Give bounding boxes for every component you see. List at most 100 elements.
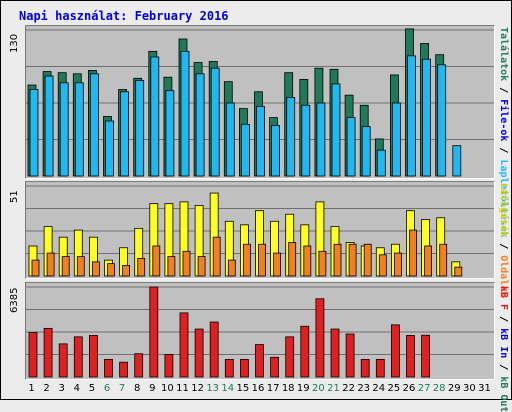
hits-files-bar-1-day-17 bbox=[271, 125, 281, 177]
pages-visits-bar-1-day-27 bbox=[424, 245, 433, 277]
pages-visits-bar-1-day-9 bbox=[152, 245, 161, 277]
x-tick-day-31: 31 bbox=[478, 383, 491, 394]
hits-files-bar-1-day-11 bbox=[180, 50, 190, 177]
x-tick-day-14: 14 bbox=[221, 383, 235, 394]
hits-files-bar-1-day-4 bbox=[74, 82, 84, 177]
x-tick-day-25: 25 bbox=[387, 383, 401, 394]
x-tick-day-20: 20 bbox=[312, 383, 325, 394]
hits-files-bar-1-day-20 bbox=[316, 102, 326, 177]
x-tick-day-5: 5 bbox=[88, 383, 96, 394]
kb-bar-0-day-5 bbox=[89, 335, 98, 378]
x-tick-day-11: 11 bbox=[176, 383, 189, 394]
pages-visits-bar-1-day-14 bbox=[227, 259, 236, 277]
hits-files-bar-1-day-15 bbox=[240, 123, 250, 177]
pages-visits-bar-1-day-17 bbox=[273, 252, 282, 277]
pages-visits-bar-1-day-7 bbox=[122, 265, 130, 277]
kb-bar-0-day-25 bbox=[390, 324, 400, 378]
hits-files-panel bbox=[25, 25, 495, 179]
kb-bar-0-day-19 bbox=[300, 325, 310, 378]
pages-visits-bar-1-day-3 bbox=[61, 256, 70, 277]
hits-files-bar-1-day-16 bbox=[256, 105, 265, 177]
x-tick-day-22: 22 bbox=[342, 383, 355, 394]
pages-visits-bar-1-day-25 bbox=[393, 252, 402, 277]
legend-kb: kB F / kB In / kB Out bbox=[498, 286, 509, 412]
y-max-label-pages: 51 bbox=[9, 190, 20, 203]
hits-files-bar-1-day-10 bbox=[165, 90, 175, 177]
kb-bar-0-day-15 bbox=[239, 358, 249, 378]
x-tick-day-28: 28 bbox=[432, 383, 446, 394]
pages-visits-panel bbox=[25, 181, 495, 279]
hits-files-bar-1-day-21 bbox=[331, 83, 341, 177]
pages-visits-bar-1-day-18 bbox=[288, 242, 297, 277]
x-tick-day-19: 19 bbox=[296, 383, 310, 394]
kb-bar-0-day-16 bbox=[255, 344, 264, 378]
legend-part-1: / bbox=[498, 237, 509, 256]
pages-visits-bar-1-day-5 bbox=[92, 261, 100, 277]
pages-visits-bar-1-day-16 bbox=[258, 243, 266, 277]
pages-visits-bar-1-day-12 bbox=[197, 256, 206, 277]
hits-files-bar-1-day-28 bbox=[437, 64, 447, 177]
pages-visits-bar-1-day-1 bbox=[31, 259, 40, 277]
pages-visits-bar-1-day-15 bbox=[242, 243, 251, 277]
legend-part-3: / bbox=[498, 358, 509, 377]
x-tick-day-3: 3 bbox=[58, 383, 65, 394]
x-tick-day-10: 10 bbox=[161, 383, 174, 394]
legend-pages-visits: Látogatók / Oldalak bbox=[498, 183, 509, 297]
kb-bar-0-day-11 bbox=[179, 312, 189, 378]
hits-files-bar-1-day-23 bbox=[361, 126, 371, 177]
hits-files-bar-1-day-27 bbox=[422, 58, 432, 177]
kb-bar-0-day-10 bbox=[164, 354, 174, 378]
kb-bar-0-day-14 bbox=[224, 358, 234, 378]
x-tick-day-30: 30 bbox=[463, 383, 476, 394]
kb-bar-0-day-21 bbox=[330, 328, 340, 378]
x-tick-day-21: 21 bbox=[327, 383, 340, 394]
kb-bar-0-day-27 bbox=[421, 334, 431, 378]
kb-bar-0-day-23 bbox=[360, 358, 370, 378]
legend-part-4: kB Out bbox=[498, 376, 509, 412]
kb-bar-0-day-3 bbox=[58, 343, 68, 378]
kb-bar-0-day-2 bbox=[43, 327, 53, 378]
kb-bar-0-day-4 bbox=[73, 336, 83, 378]
kb-bar-0-day-1 bbox=[28, 332, 38, 378]
hits-files-bar-1-day-2 bbox=[44, 75, 54, 177]
kb-bar-0-day-24 bbox=[375, 358, 385, 378]
kb-bar-0-day-17 bbox=[270, 356, 280, 378]
kb-bar-0-day-8 bbox=[134, 353, 144, 378]
hits-files-bar-1-day-6 bbox=[105, 120, 114, 177]
x-tick-day-8: 8 bbox=[134, 383, 141, 394]
kb-bar-0-day-20 bbox=[315, 298, 325, 378]
pages-visits-bar-1-day-24 bbox=[378, 254, 387, 277]
x-tick-day-23: 23 bbox=[357, 383, 371, 394]
x-tick-day-9: 9 bbox=[149, 383, 156, 394]
x-tick-day-6: 6 bbox=[103, 383, 111, 394]
hits-files-bar-1-day-12 bbox=[195, 73, 205, 177]
chart-title: Napi használat: February 2016 bbox=[19, 9, 229, 23]
pages-visits-bar-1-day-8 bbox=[137, 257, 146, 277]
hits-files-bar-1-day-8 bbox=[135, 80, 145, 177]
hits-files-bar-1-day-5 bbox=[90, 73, 99, 177]
pages-visits-bar-1-day-21 bbox=[333, 243, 342, 277]
pages-visits-chart bbox=[26, 185, 494, 277]
pages-visits-bar-1-day-11 bbox=[182, 250, 191, 277]
kb-bar-0-day-26 bbox=[406, 335, 415, 378]
legend-part-3: / bbox=[498, 141, 509, 160]
kb-bar-0-day-7 bbox=[119, 361, 128, 378]
x-tick-day-12: 12 bbox=[191, 383, 204, 394]
hits-files-bar-1-day-25 bbox=[391, 102, 401, 177]
kb-chart bbox=[26, 286, 494, 378]
hits-files-bar-1-day-19 bbox=[301, 104, 311, 177]
kb-bar-0-day-6 bbox=[104, 358, 113, 378]
hits-files-bar-1-day-13 bbox=[210, 67, 220, 177]
x-tick-day-18: 18 bbox=[281, 383, 295, 394]
x-tick-day-1: 1 bbox=[28, 383, 35, 394]
pages-visits-bar-1-day-4 bbox=[76, 256, 85, 277]
legend-part-0: kB F bbox=[498, 286, 509, 311]
x-tick-day-15: 15 bbox=[236, 383, 250, 394]
x-tick-day-17: 17 bbox=[266, 383, 280, 394]
hits-files-bar-1-day-18 bbox=[286, 96, 296, 177]
pages-visits-bar-1-day-22 bbox=[348, 243, 357, 277]
kb-panel bbox=[25, 282, 495, 380]
hits-files-bar-1-day-14 bbox=[225, 102, 235, 177]
x-tick-day-13: 13 bbox=[206, 383, 220, 394]
